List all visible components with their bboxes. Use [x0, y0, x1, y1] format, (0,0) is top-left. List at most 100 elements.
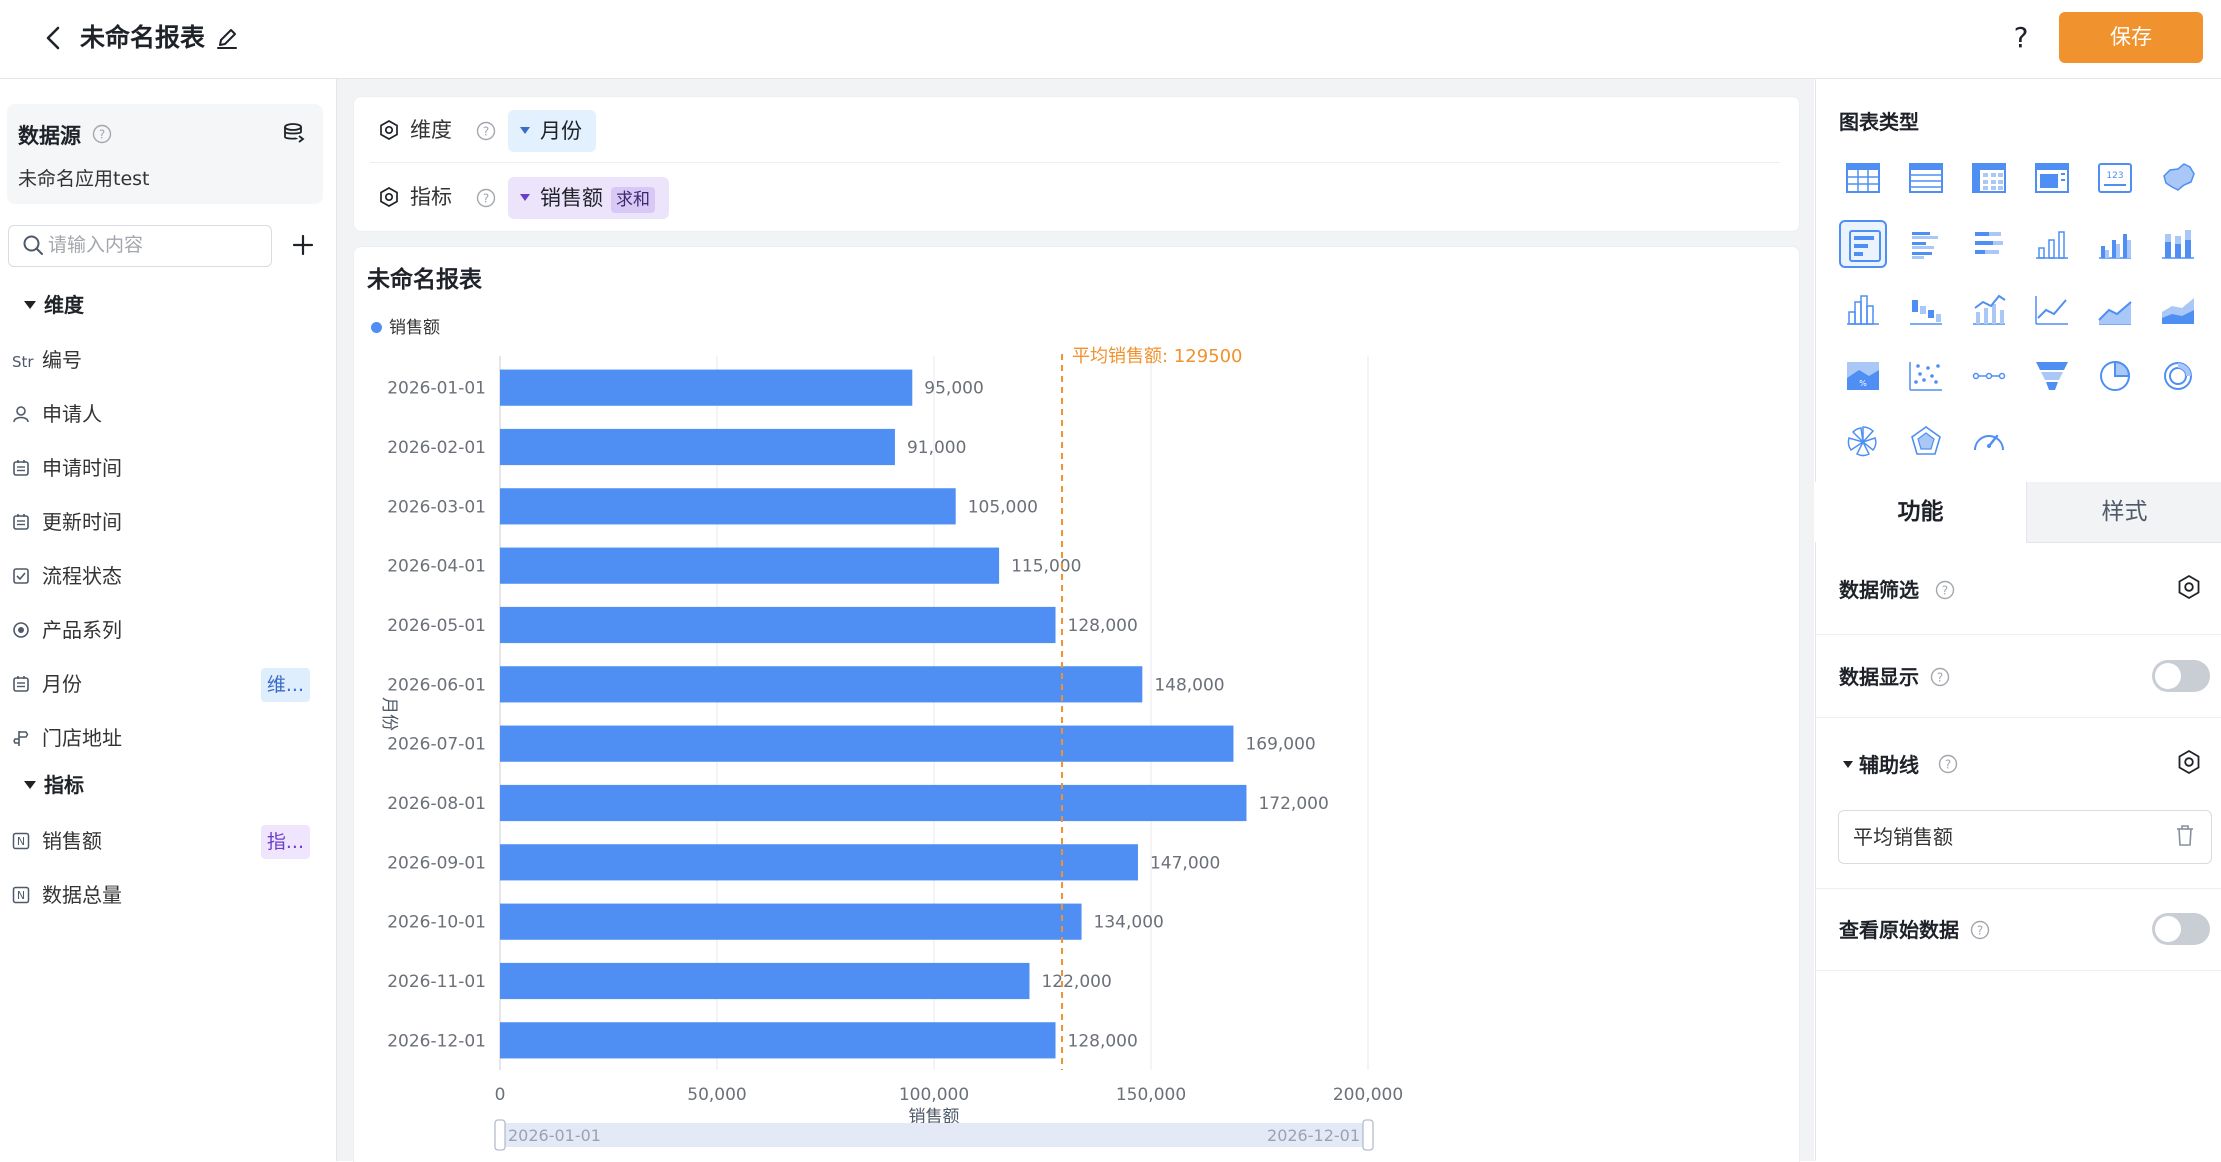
bar[interactable] — [500, 488, 956, 525]
radar-icon[interactable] — [1902, 418, 1950, 466]
help-circle-icon[interactable]: ? — [1938, 754, 1958, 774]
pie-icon[interactable] — [2091, 352, 2139, 400]
field-search-input[interactable] — [48, 228, 258, 262]
metric-group-header[interactable]: 指标 — [24, 770, 84, 800]
edit-pencil-icon[interactable] — [214, 25, 240, 51]
field-item[interactable]: 门店地址 — [12, 719, 324, 757]
bar[interactable] — [500, 844, 1138, 881]
reference-line-item[interactable] — [1838, 810, 2212, 864]
metric-used-tag: 指... — [260, 825, 310, 859]
range-slider-handle-end[interactable] — [1362, 1119, 1374, 1151]
histogram-icon[interactable] — [1839, 286, 1887, 334]
settings-icon[interactable] — [378, 186, 400, 208]
funnel-icon[interactable] — [2028, 352, 2076, 400]
field-item[interactable]: 申请人 — [12, 395, 324, 433]
horizontal-bar-icon[interactable] — [1839, 220, 1887, 268]
raw-data-toggle[interactable] — [2152, 913, 2210, 945]
reference-line-header[interactable]: 辅助线 — [1843, 750, 1919, 780]
chart-legend[interactable]: 销售额 — [371, 314, 440, 342]
cross-table-icon[interactable] — [2028, 154, 2076, 202]
add-field-icon[interactable] — [291, 233, 315, 257]
trash-icon[interactable] — [2174, 823, 2196, 849]
legend-label: 销售额 — [389, 318, 440, 338]
combo-icon — [1973, 294, 2006, 325]
field-item[interactable]: 更新时间 — [12, 503, 324, 541]
y-tick-label: 2026-10-01 — [387, 913, 486, 933]
field-item[interactable]: N 销售额 指... — [12, 822, 324, 860]
field-label: 更新时间 — [42, 510, 122, 534]
datasource-label: 数据源 — [18, 124, 81, 148]
aggregation-tag[interactable]: 求和 — [611, 187, 655, 213]
help-circle-icon[interactable]: ? — [476, 188, 496, 208]
column-icon[interactable] — [2028, 220, 2076, 268]
scatter-icon[interactable] — [1902, 352, 1950, 400]
grouped-column-icon[interactable] — [2091, 220, 2139, 268]
waterfall-icon[interactable] — [1902, 286, 1950, 334]
area-icon[interactable] — [2091, 286, 2139, 334]
field-item[interactable]: 申请时间 — [12, 449, 324, 487]
bar[interactable] — [500, 1022, 1056, 1059]
table-icon[interactable] — [1839, 154, 1887, 202]
help-circle-icon[interactable]: ? — [1935, 580, 1955, 600]
dot-line-icon — [1972, 372, 2006, 380]
help-circle-icon[interactable]: ? — [1970, 920, 1990, 940]
raw-data-label: 查看原始数据 — [1839, 918, 1959, 942]
percent-area-icon[interactable]: % — [1839, 352, 1887, 400]
data-display-toggle[interactable] — [2152, 660, 2210, 692]
detail-table-icon[interactable] — [1902, 154, 1950, 202]
y-tick-label: 2026-12-01 — [387, 1031, 486, 1051]
database-switch-icon[interactable] — [282, 121, 306, 145]
help-circle-icon[interactable]: ? — [476, 121, 496, 141]
gauge-icon[interactable] — [1965, 418, 2013, 466]
grouped-hbar-icon[interactable] — [1902, 220, 1950, 268]
settings-icon[interactable] — [378, 119, 400, 141]
dimension-group-header[interactable]: 维度 — [24, 290, 84, 320]
bar[interactable] — [500, 725, 1234, 762]
bar[interactable] — [500, 784, 1247, 822]
help-icon[interactable]: ? — [2013, 21, 2029, 54]
pivot-table-icon[interactable] — [1965, 154, 2013, 202]
tab-function[interactable]: 功能 — [1815, 482, 2026, 542]
x-tick-label: 150,000 — [1116, 1085, 1186, 1105]
map-icon[interactable] — [2154, 154, 2202, 202]
tab-style[interactable]: 样式 — [2026, 482, 2221, 543]
stacked-hbar-icon[interactable] — [1965, 220, 2013, 268]
save-button[interactable]: 保存 — [2059, 12, 2203, 63]
rose-icon[interactable] — [1839, 418, 1887, 466]
reference-line-settings-icon[interactable] — [2176, 749, 2202, 775]
combo-icon[interactable] — [1965, 286, 2013, 334]
column-icon — [2036, 231, 2068, 259]
help-circle-icon[interactable]: ? — [92, 124, 112, 144]
stacked-column-icon[interactable] — [2154, 220, 2202, 268]
range-slider-track — [500, 1123, 1368, 1147]
back-arrow-icon[interactable] — [36, 20, 72, 56]
field-label: 销售额 — [42, 829, 102, 853]
field-item[interactable]: 产品系列 — [12, 611, 324, 649]
bar[interactable] — [500, 666, 1143, 703]
field-item[interactable]: 流程状态 — [12, 557, 324, 595]
stacked-area-icon[interactable] — [2154, 286, 2202, 334]
field-item[interactable]: 月份 维... — [12, 665, 324, 703]
bar[interactable] — [500, 547, 1000, 584]
line-icon[interactable] — [2028, 286, 2076, 334]
dimension-chip[interactable]: 月份 — [508, 110, 596, 152]
metric-chip[interactable]: 销售额 求和 — [508, 177, 669, 219]
area-icon — [2098, 301, 2132, 325]
range-slider-handle-start[interactable] — [494, 1119, 506, 1151]
location-icon — [13, 731, 29, 746]
bar[interactable] — [500, 369, 913, 406]
bar[interactable] — [500, 428, 895, 466]
dot-line-icon[interactable] — [1965, 352, 2013, 400]
bar[interactable] — [500, 962, 1030, 1000]
donut-icon[interactable] — [2154, 352, 2202, 400]
field-item[interactable]: Str 编号 — [12, 341, 324, 379]
bar[interactable] — [500, 606, 1056, 644]
bar[interactable] — [500, 903, 1082, 940]
field-item[interactable]: N 数据总量 — [12, 876, 324, 914]
filter-settings-icon[interactable] — [2176, 574, 2202, 600]
kpi-card-icon[interactable]: 123 — [2091, 154, 2139, 202]
datasource-name: 未命名应用test — [18, 168, 150, 190]
stacked-area-icon — [2162, 298, 2194, 324]
bar-value-label: 105,000 — [968, 497, 1038, 517]
help-circle-icon[interactable]: ? — [1930, 667, 1950, 687]
